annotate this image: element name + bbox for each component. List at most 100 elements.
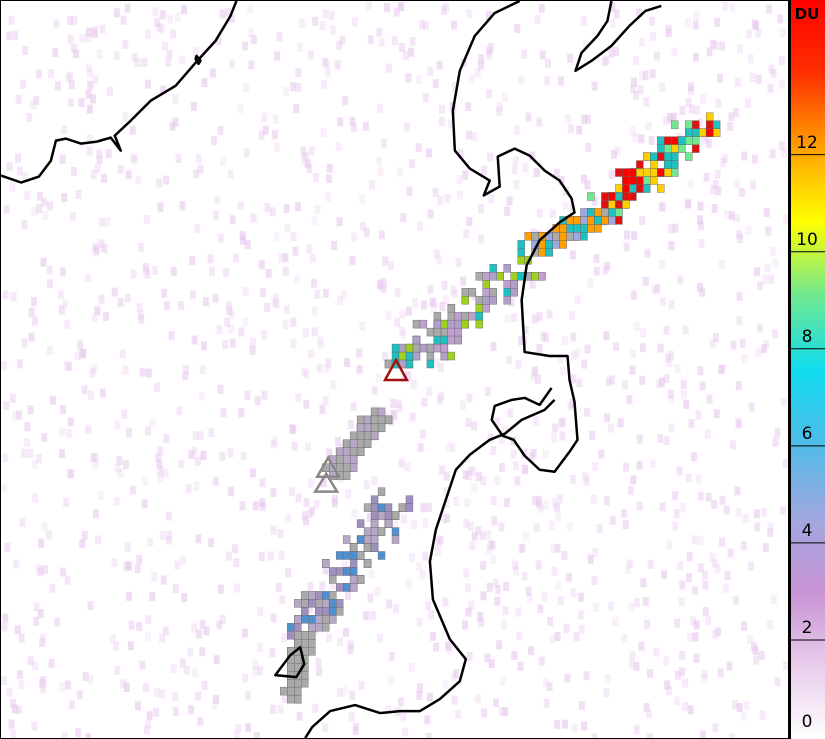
noise-pixel	[315, 657, 322, 667]
colorbar: DU 0 2 4 6 8 10 12	[789, 0, 825, 739]
noise-pixel	[561, 550, 568, 560]
noise-pixel	[54, 81, 61, 91]
noise-pixel	[400, 712, 407, 722]
noise-pixel	[596, 523, 603, 533]
noise-pixel	[633, 91, 640, 101]
noise-pixel	[160, 85, 167, 95]
plume-pixel	[503, 288, 511, 297]
plume-pixel	[301, 639, 309, 648]
noise-pixel	[417, 443, 424, 453]
plume-pixel	[566, 224, 574, 233]
noise-pixel	[636, 460, 643, 470]
noise-pixel	[146, 711, 153, 721]
plume-pixel	[447, 335, 456, 345]
noise-pixel	[705, 616, 712, 626]
noise-pixel	[660, 297, 667, 307]
noise-pixel	[687, 179, 694, 189]
noise-pixel	[340, 290, 347, 300]
noise-pixel	[532, 366, 538, 376]
noise-pixel	[122, 562, 129, 572]
noise-pixel	[774, 428, 781, 438]
noise-pixel	[376, 156, 383, 166]
noise-pixel	[181, 593, 188, 602]
noise-pixel	[175, 154, 182, 164]
plume-pixel	[685, 136, 693, 145]
noise-pixel	[217, 584, 224, 594]
noise-pixel	[628, 602, 635, 612]
noise-pixel	[553, 720, 560, 730]
noise-pixel	[144, 79, 151, 89]
noise-pixel	[608, 48, 615, 58]
plume-pixel	[335, 607, 344, 616]
noise-pixel	[748, 402, 755, 412]
plume-pixel	[342, 471, 351, 480]
noise-pixel	[535, 374, 542, 384]
noise-pixel	[466, 393, 473, 403]
plume-pixel	[335, 583, 344, 592]
noise-pixel	[518, 75, 525, 85]
noise-pixel	[438, 391, 445, 401]
noise-pixel	[400, 330, 407, 340]
noise-pixel	[165, 511, 172, 521]
noise-pixel	[68, 80, 75, 90]
noise-pixel	[402, 727, 409, 737]
noise-pixel	[262, 125, 269, 135]
noise-pixel	[697, 536, 704, 546]
noise-pixel	[770, 149, 777, 159]
plume-pixel	[643, 184, 651, 193]
noise-pixel	[157, 446, 164, 456]
noise-pixel	[502, 92, 509, 102]
noise-pixel	[293, 275, 300, 285]
plume-pixel	[315, 591, 323, 600]
noise-pixel	[463, 229, 470, 239]
noise-pixel	[605, 377, 612, 386]
noise-pixel	[229, 338, 236, 348]
noise-pixel	[511, 312, 518, 322]
noise-pixel	[697, 117, 704, 127]
plume-pixel	[391, 343, 400, 353]
noise-pixel	[529, 279, 536, 289]
noise-pixel	[448, 119, 455, 129]
noise-pixel	[219, 157, 226, 167]
noise-pixel	[517, 544, 524, 554]
plume-pixel	[510, 280, 518, 289]
noise-pixel	[491, 516, 498, 526]
noise-pixel	[521, 49, 528, 59]
noise-pixel	[753, 655, 760, 665]
noise-pixel	[644, 619, 651, 629]
noise-pixel	[570, 332, 577, 342]
noise-pixel	[358, 680, 365, 690]
plume-pixel	[447, 327, 456, 337]
noise-pixel	[630, 475, 637, 485]
noise-pixel	[763, 208, 770, 218]
noise-pixel	[755, 28, 762, 38]
plume-pixel	[643, 168, 651, 177]
plume-pixel	[664, 160, 672, 169]
plume-pixel	[308, 631, 316, 640]
noise-pixel	[687, 705, 694, 715]
noise-pixel	[91, 363, 98, 373]
noise-pixel	[441, 280, 448, 290]
noise-pixel	[735, 419, 742, 429]
plume-pixel	[454, 335, 463, 345]
noise-pixel	[548, 520, 555, 530]
noise-pixel	[258, 552, 265, 562]
noise-pixel	[326, 448, 333, 458]
noise-pixel	[311, 278, 318, 288]
noise-pixel	[181, 5, 187, 14]
noise-pixel	[349, 255, 356, 265]
noise-pixel	[123, 682, 130, 692]
noise-pixel	[552, 423, 559, 433]
noise-pixel	[293, 104, 300, 114]
noise-pixel	[779, 506, 786, 516]
noise-pixel	[345, 489, 352, 499]
noise-pixel	[229, 59, 236, 69]
noise-pixel	[475, 526, 482, 536]
noise-pixel	[711, 499, 718, 509]
noise-pixel	[217, 384, 224, 394]
noise-pixel	[155, 453, 162, 463]
noise-pixel	[3, 401, 10, 411]
plume-pixel	[370, 407, 379, 417]
plume-pixel	[363, 559, 372, 568]
noise-pixel	[320, 478, 327, 488]
